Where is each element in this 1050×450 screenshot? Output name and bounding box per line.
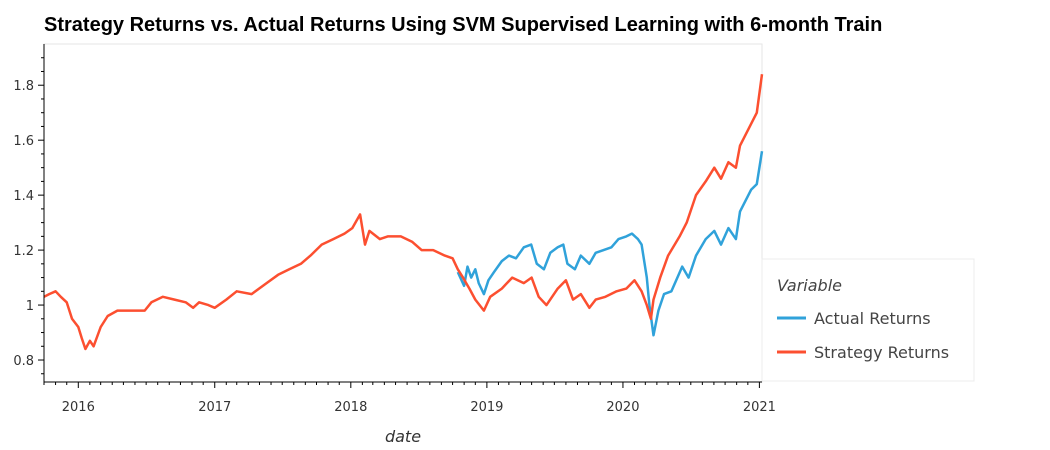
x-tick-label: 2020	[606, 400, 639, 415]
legend-label-strategy-returns: Strategy Returns	[814, 343, 949, 362]
series-line-actual-returns	[456, 151, 764, 337]
y-tick-label: 1.6	[13, 134, 34, 149]
chart-title: Strategy Returns vs. Actual Returns Usin…	[44, 14, 882, 36]
x-tick-label: 2021	[743, 400, 776, 415]
legend-box	[761, 258, 975, 382]
y-tick-label: 1.8	[13, 79, 34, 94]
y-tick-label: 1	[26, 299, 34, 314]
x-tick-label: 2017	[198, 400, 231, 415]
x-axis-ticks: 2016 2017 2018 2019 2020 2021	[43, 382, 776, 415]
x-axis-label: date	[385, 427, 421, 446]
x-tick-label: 2016	[62, 400, 95, 415]
y-tick-label: 1.4	[13, 189, 34, 204]
x-tick-label: 2018	[334, 400, 367, 415]
series-line-strategy-returns	[43, 74, 764, 351]
y-tick-label: 1.2	[13, 244, 34, 259]
x-tick-label: 2019	[470, 400, 503, 415]
y-axis-ticks: 0.8 1 1.2 1.4 1.6 1.8	[13, 57, 44, 375]
y-tick-label: 0.8	[13, 354, 34, 369]
legend-label-actual-returns: Actual Returns	[814, 309, 931, 328]
legend-title: Variable	[777, 276, 842, 295]
series-layer	[43, 74, 764, 351]
legend: Variable Actual Returns Strategy Returns	[761, 258, 975, 382]
